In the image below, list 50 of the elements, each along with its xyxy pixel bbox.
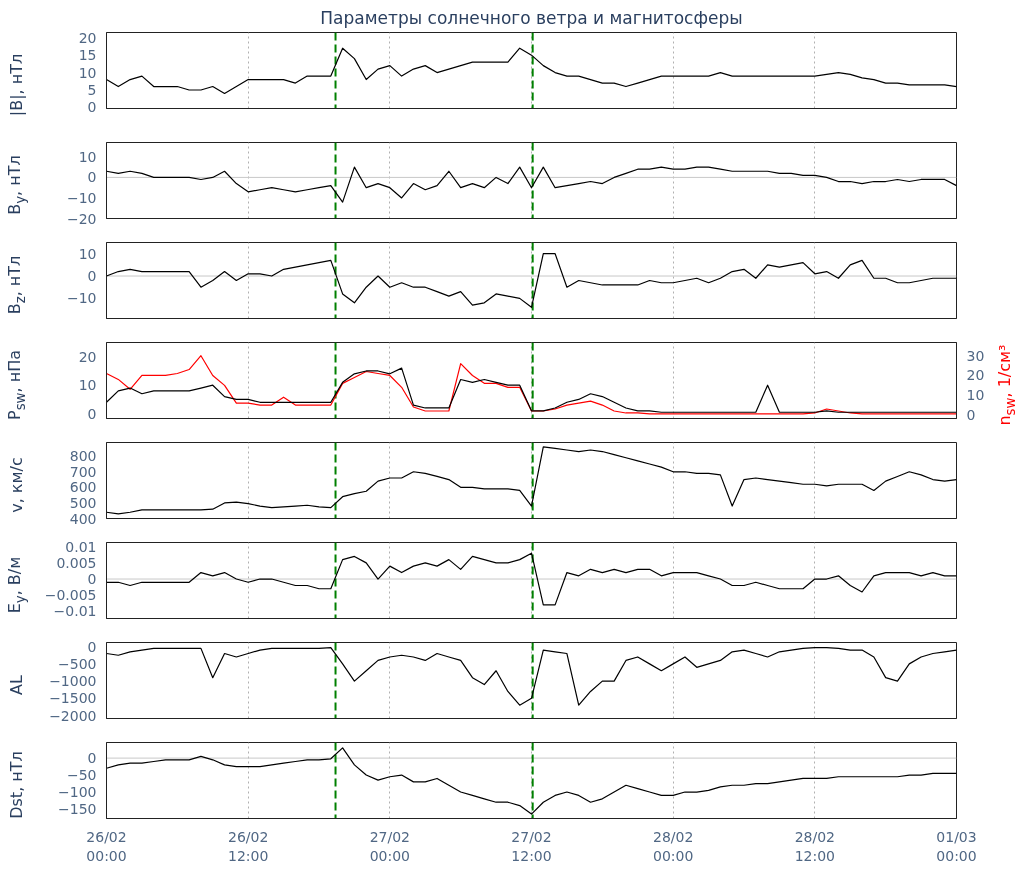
y-axis-title: Dst, нТл (5, 751, 27, 819)
y-tick-label: −1000 (49, 673, 97, 690)
y2-tick-label: 10 (966, 387, 985, 404)
y-tick-label: −0.01 (53, 603, 97, 620)
y-tick-label: 0 (87, 99, 97, 116)
x-tick-label: 27/02 12:00 (511, 828, 552, 864)
y-tick-label: 10 (78, 148, 97, 165)
y-tick-label: −10 (66, 290, 97, 307)
y-tick-label: 10 (78, 377, 97, 394)
y-axis-title: |B|, нТл (5, 53, 27, 117)
y-tick-label: 0 (87, 268, 97, 285)
y2-tick-label: 20 (966, 367, 985, 384)
x-tick-label: 28/02 00:00 (652, 828, 694, 864)
y-tick-label: 600 (69, 479, 97, 496)
x-tick-label: 26/02 00:00 (86, 828, 127, 864)
x-tick-label: 26/02 12:00 (227, 828, 269, 864)
y-tick-label: −150 (58, 801, 97, 817)
x-tick-label: 27/02 00:00 (369, 828, 411, 864)
y-tick-label: 20 (78, 29, 97, 46)
y2-tick-label: 0 (966, 406, 976, 423)
y-tick-label: −50 (66, 767, 97, 784)
y-tick-label: 0.005 (56, 554, 97, 571)
y-tick-label: 0 (87, 571, 97, 588)
y-tick-label: 20 (78, 348, 97, 365)
y-tick-label: 700 (69, 463, 97, 480)
x-tick-label: 01/03 00:00 (936, 828, 977, 864)
y-tick-label: −500 (58, 655, 97, 672)
y2-tick-label: 30 (966, 347, 985, 364)
y-tick-label: 10 (78, 64, 97, 81)
y-tick-label: 10 (78, 245, 97, 262)
y-tick-label: −2000 (49, 707, 97, 724)
x-tick-label: 28/02 12:00 (794, 828, 836, 864)
y-tick-label: 0 (87, 638, 97, 655)
y-tick-label: 15 (78, 47, 97, 64)
chart-title: Параметры солнечного ветра и магнитосферы (320, 7, 743, 28)
y-tick-label: −100 (58, 784, 97, 801)
y-tick-label: 800 (69, 448, 97, 465)
y-tick-label: −20 (66, 210, 97, 227)
y-tick-label: −0.005 (44, 587, 97, 604)
y-axis-title: AL (5, 675, 27, 695)
y-tick-label: −10 (66, 189, 97, 206)
y-tick-label: 0 (87, 750, 97, 767)
y-tick-label: 0.01 (65, 538, 97, 555)
y-tick-label: 0 (87, 405, 97, 422)
y-tick-label: 500 (69, 494, 97, 511)
y-tick-label: 400 (69, 510, 97, 527)
y-tick-label: 0 (87, 169, 97, 186)
y-axis-title: v, км/с (5, 457, 27, 513)
y-tick-label: 5 (87, 82, 97, 99)
y-tick-label: −1500 (49, 690, 97, 707)
